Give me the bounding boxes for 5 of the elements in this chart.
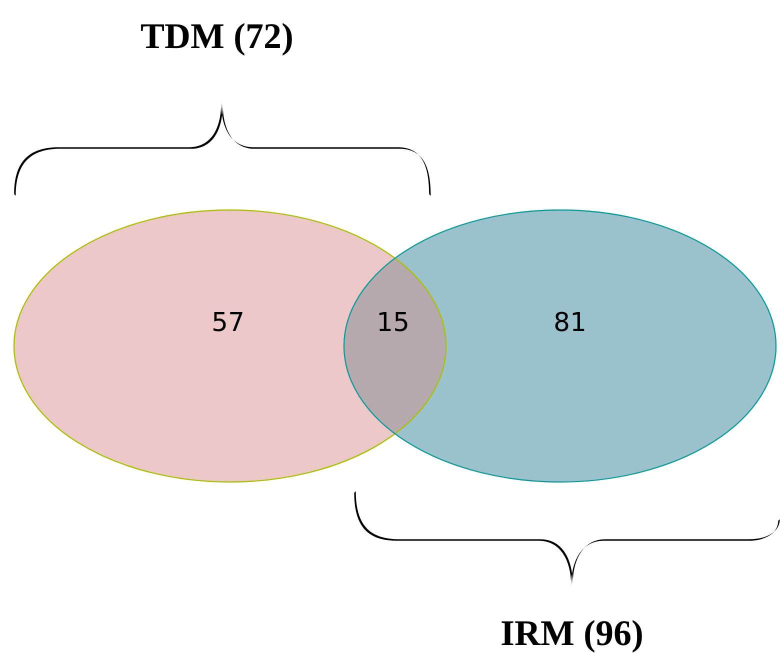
text: TDM (72): [140, 16, 294, 56]
data-label: 15: [376, 308, 410, 338]
data-label: 81: [553, 308, 587, 338]
data-label: 57: [211, 308, 245, 338]
text: IRM (96): [500, 613, 644, 653]
